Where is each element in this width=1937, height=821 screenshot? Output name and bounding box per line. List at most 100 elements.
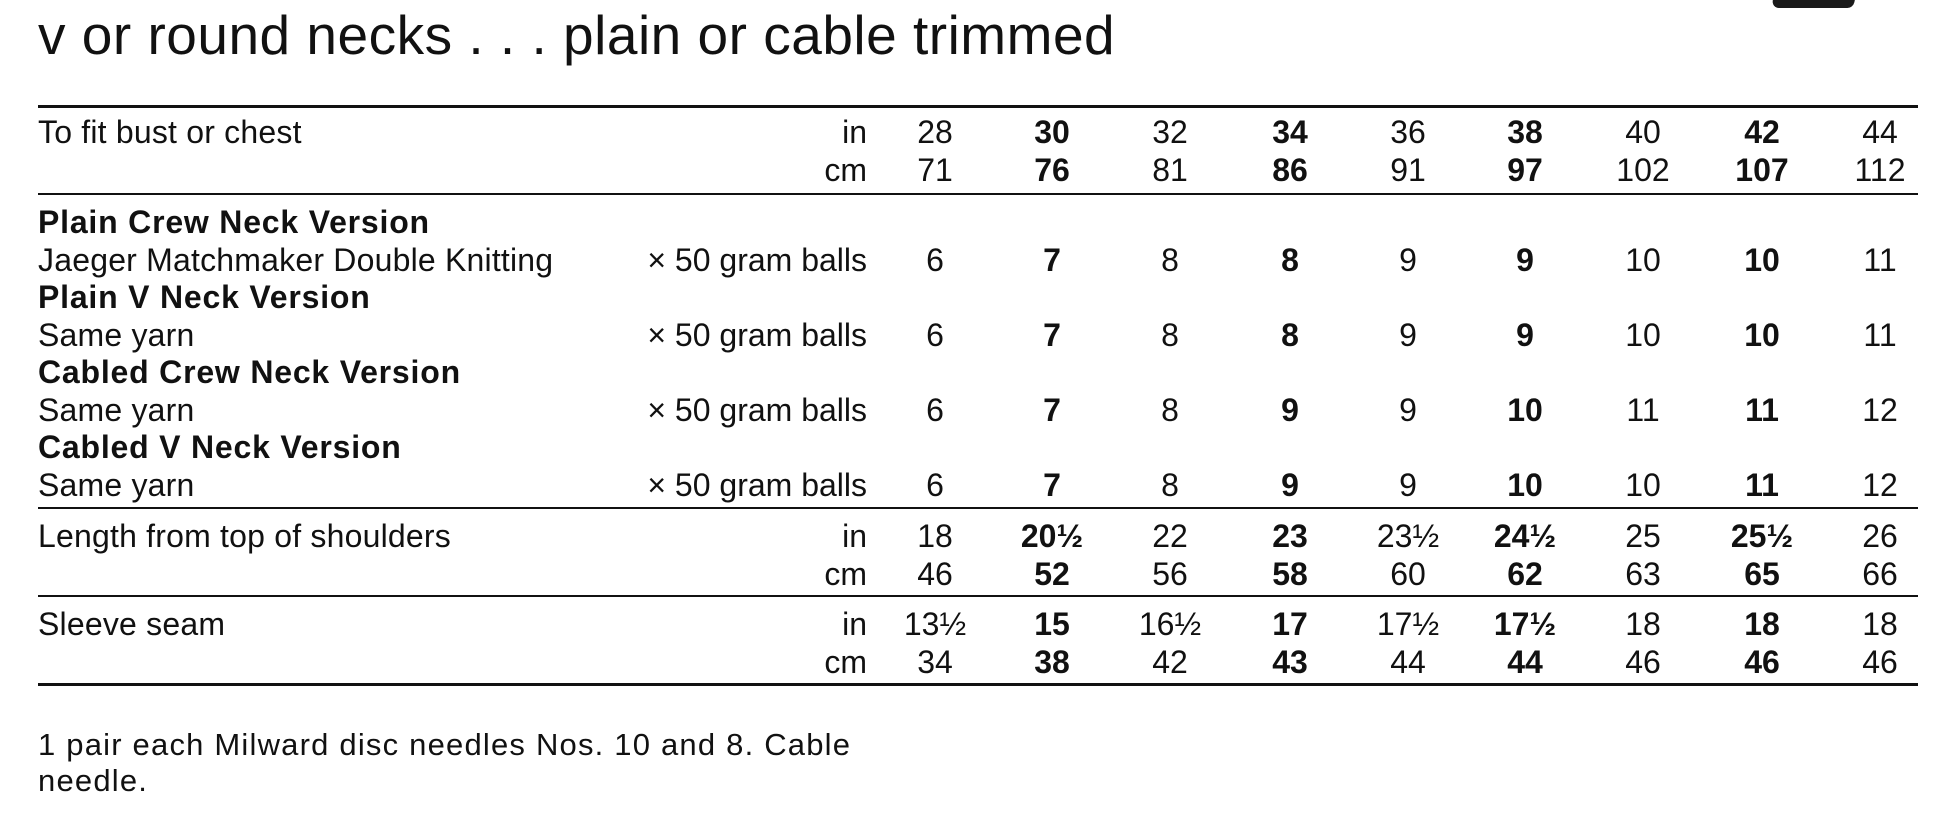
version-1-value: 8 xyxy=(1161,242,1179,278)
yarn-label: Jaeger Matchmaker Double Knitting xyxy=(38,242,554,278)
yarn-quantity-unit: × 50 gram balls xyxy=(647,242,867,278)
length-cm-value: 62 xyxy=(1507,556,1543,592)
sleeve-label: Sleeve seam xyxy=(38,606,226,642)
length-in-value: 25½ xyxy=(1730,518,1794,554)
version-3-value: 6 xyxy=(926,392,944,428)
version-heading: Cabled Crew Neck Version xyxy=(38,354,461,390)
version-3-value: 10 xyxy=(1507,392,1543,428)
version-1-value: 9 xyxy=(1516,242,1534,278)
length-in-value: 25 xyxy=(1625,518,1661,554)
needles-note: 1 pair each Milward disc needles Nos. 10… xyxy=(38,727,1038,799)
version-2-value: 8 xyxy=(1281,317,1299,353)
length-cm-value: 63 xyxy=(1625,556,1661,592)
yarn-label: Same yarn xyxy=(38,467,195,503)
fit-in-value: 34 xyxy=(1272,114,1308,150)
sleeve-cm-value: 44 xyxy=(1390,644,1426,680)
version-4-value: 9 xyxy=(1399,467,1417,503)
table-top-rule xyxy=(38,105,1918,108)
version-2-value: 9 xyxy=(1399,317,1417,353)
needles-line-1: 1 pair each Milward disc needles Nos. 10… xyxy=(38,727,852,762)
sleeve-cm-value: 42 xyxy=(1152,644,1188,680)
page-title: v or round necks . . . plain or cable tr… xyxy=(38,4,1116,66)
sleeve-cm-value: 46 xyxy=(1862,644,1898,680)
length-in-value: 23 xyxy=(1272,518,1308,554)
version-3-value: 8 xyxy=(1161,392,1179,428)
length-in-value: 18 xyxy=(917,518,953,554)
sleeve-cm-value: 46 xyxy=(1744,644,1780,680)
sleeve-in-unit: in xyxy=(842,606,867,642)
fit-cm-value: 107 xyxy=(1735,152,1789,188)
sleeve-cm-value: 34 xyxy=(917,644,953,680)
sleeve-cm-unit: cm xyxy=(824,644,867,680)
length-in-value: 26 xyxy=(1862,518,1898,554)
fit-in-value: 38 xyxy=(1507,114,1543,150)
version-3-value: 9 xyxy=(1281,392,1299,428)
version-4-value: 7 xyxy=(1043,467,1061,503)
fit-cm-value: 71 xyxy=(917,152,953,188)
fit-in-value: 44 xyxy=(1862,114,1898,150)
fit-cm-unit: cm xyxy=(824,152,867,188)
version-3-value: 12 xyxy=(1862,392,1898,428)
version-1-value: 7 xyxy=(1043,242,1061,278)
fit-in-value: 40 xyxy=(1625,114,1661,150)
length-in-value: 22 xyxy=(1152,518,1188,554)
sleeve-cm-value: 46 xyxy=(1625,644,1661,680)
table-bottom-rule xyxy=(38,683,1918,686)
fit-in-value: 28 xyxy=(917,114,953,150)
versions-divider xyxy=(38,507,1918,509)
version-4-value: 12 xyxy=(1862,467,1898,503)
fit-in-value: 36 xyxy=(1390,114,1426,150)
sleeve-in-value: 16½ xyxy=(1138,606,1202,642)
version-1-value: 8 xyxy=(1281,242,1299,278)
version-3-value: 11 xyxy=(1745,392,1779,428)
version-1-value: 10 xyxy=(1625,242,1661,278)
sleeve-in-value: 15 xyxy=(1034,606,1070,642)
length-cm-value: 60 xyxy=(1390,556,1426,592)
version-1-value: 6 xyxy=(926,242,944,278)
sleeve-in-value: 13½ xyxy=(903,606,967,642)
length-in-value: 23½ xyxy=(1376,518,1440,554)
version-heading: Plain V Neck Version xyxy=(38,279,371,315)
length-cm-value: 52 xyxy=(1034,556,1070,592)
version-3-value: 7 xyxy=(1043,392,1061,428)
yarn-label: Same yarn xyxy=(38,317,195,353)
sleeve-in-value: 18 xyxy=(1862,606,1898,642)
length-label: Length from top of shoulders xyxy=(38,518,451,554)
version-2-value: 8 xyxy=(1161,317,1179,353)
version-1-value: 10 xyxy=(1744,242,1780,278)
yarn-quantity-unit: × 50 gram balls xyxy=(647,317,867,353)
fit-cm-value: 97 xyxy=(1507,152,1543,188)
fit-cm-value: 86 xyxy=(1272,152,1308,188)
length-cm-value: 65 xyxy=(1744,556,1780,592)
version-2-value: 10 xyxy=(1744,317,1780,353)
length-cm-value: 58 xyxy=(1272,556,1308,592)
fit-divider xyxy=(38,193,1918,195)
sleeve-in-value: 17 xyxy=(1272,606,1308,642)
version-4-value: 8 xyxy=(1161,467,1179,503)
version-1-value: 11 xyxy=(1863,242,1897,278)
version-2-value: 7 xyxy=(1043,317,1061,353)
fit-label: To fit bust or chest xyxy=(38,114,302,150)
fit-cm-value: 81 xyxy=(1152,152,1188,188)
version-4-value: 10 xyxy=(1507,467,1543,503)
sleeve-in-value: 18 xyxy=(1744,606,1780,642)
version-4-value: 9 xyxy=(1281,467,1299,503)
version-3-value: 11 xyxy=(1626,392,1660,428)
fit-in-value: 42 xyxy=(1744,114,1780,150)
yarn-quantity-unit: × 50 gram balls xyxy=(647,392,867,428)
version-2-value: 10 xyxy=(1625,317,1661,353)
version-2-value: 6 xyxy=(926,317,944,353)
version-3-value: 9 xyxy=(1399,392,1417,428)
sleeve-cm-value: 38 xyxy=(1034,644,1070,680)
sleeve-in-value: 17½ xyxy=(1493,606,1557,642)
length-cm-value: 46 xyxy=(917,556,953,592)
version-2-value: 11 xyxy=(1863,317,1897,353)
corner-ink-mark xyxy=(1771,0,1855,8)
fit-in-value: 32 xyxy=(1152,114,1188,150)
length-in-value: 24½ xyxy=(1493,518,1557,554)
sleeve-cm-value: 44 xyxy=(1507,644,1543,680)
yarn-label: Same yarn xyxy=(38,392,195,428)
version-heading: Plain Crew Neck Version xyxy=(38,204,430,240)
length-cm-value: 56 xyxy=(1152,556,1188,592)
fit-in-value: 30 xyxy=(1034,114,1070,150)
